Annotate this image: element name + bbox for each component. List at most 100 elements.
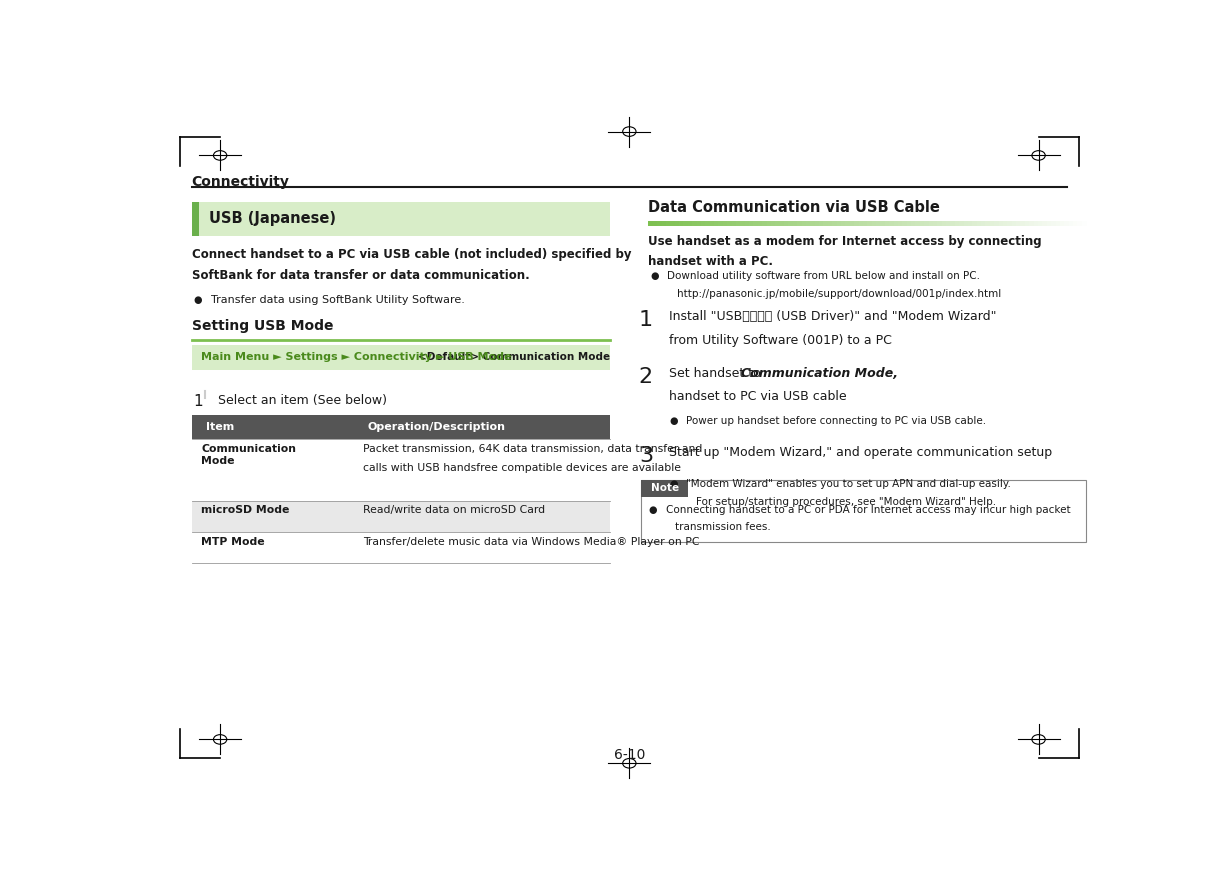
FancyBboxPatch shape: [1020, 221, 1025, 227]
FancyBboxPatch shape: [959, 221, 964, 227]
FancyBboxPatch shape: [788, 221, 793, 227]
FancyBboxPatch shape: [727, 221, 733, 227]
FancyBboxPatch shape: [946, 221, 952, 227]
FancyBboxPatch shape: [793, 221, 798, 227]
FancyBboxPatch shape: [964, 221, 969, 227]
FancyBboxPatch shape: [1051, 221, 1056, 227]
Text: http://panasonic.jp/mobile/support/download/001p/index.html: http://panasonic.jp/mobile/support/downl…: [677, 289, 1001, 299]
FancyBboxPatch shape: [933, 221, 938, 227]
FancyBboxPatch shape: [841, 221, 846, 227]
FancyBboxPatch shape: [828, 221, 834, 227]
FancyBboxPatch shape: [736, 221, 742, 227]
FancyBboxPatch shape: [876, 221, 882, 227]
FancyBboxPatch shape: [192, 202, 610, 236]
FancyBboxPatch shape: [942, 221, 947, 227]
FancyBboxPatch shape: [766, 221, 772, 227]
Text: Set handset to: Set handset to: [669, 367, 765, 380]
FancyBboxPatch shape: [641, 480, 1087, 541]
Text: Communication Mode,: Communication Mode,: [740, 367, 898, 380]
FancyBboxPatch shape: [1025, 221, 1030, 227]
Text: For setup/starting procedures, see "Modem Wizard" Help.: For setup/starting procedures, see "Mode…: [696, 497, 996, 507]
FancyBboxPatch shape: [833, 221, 837, 227]
Text: 6-10: 6-10: [614, 748, 645, 762]
FancyBboxPatch shape: [785, 221, 790, 227]
FancyBboxPatch shape: [806, 221, 812, 227]
FancyBboxPatch shape: [1034, 221, 1039, 227]
Text: Communication
Mode: Communication Mode: [201, 444, 296, 466]
FancyBboxPatch shape: [898, 221, 904, 227]
Text: ●: ●: [669, 478, 678, 489]
FancyBboxPatch shape: [740, 221, 745, 227]
Text: Download utility software from URL below and install on PC.: Download utility software from URL below…: [668, 271, 980, 282]
FancyBboxPatch shape: [701, 221, 706, 227]
Text: MTP Mode: MTP Mode: [201, 537, 265, 547]
FancyBboxPatch shape: [968, 221, 974, 227]
FancyBboxPatch shape: [836, 221, 842, 227]
FancyBboxPatch shape: [858, 221, 863, 227]
FancyBboxPatch shape: [920, 221, 925, 227]
FancyBboxPatch shape: [1077, 221, 1083, 227]
FancyBboxPatch shape: [824, 221, 829, 227]
Text: handset to PC via USB cable: handset to PC via USB cable: [669, 390, 847, 403]
FancyBboxPatch shape: [995, 221, 1000, 227]
FancyBboxPatch shape: [880, 221, 885, 227]
FancyBboxPatch shape: [867, 221, 873, 227]
Text: 2: 2: [639, 367, 653, 387]
FancyBboxPatch shape: [819, 221, 824, 227]
FancyBboxPatch shape: [906, 221, 912, 227]
FancyBboxPatch shape: [998, 221, 1005, 227]
FancyBboxPatch shape: [670, 221, 675, 227]
FancyBboxPatch shape: [732, 221, 737, 227]
Text: Connectivity: Connectivity: [192, 175, 290, 189]
Text: Install "USBドライバ (USB Driver)" and "Modem Wizard": Install "USBドライバ (USB Driver)" and "Mode…: [669, 309, 997, 323]
FancyBboxPatch shape: [1073, 221, 1078, 227]
FancyBboxPatch shape: [763, 221, 768, 227]
FancyBboxPatch shape: [657, 221, 662, 227]
FancyBboxPatch shape: [1007, 221, 1013, 227]
Text: Select an item (See below): Select an item (See below): [219, 394, 387, 408]
Text: Use handset as a modem for Internet access by connecting: Use handset as a modem for Internet acce…: [648, 235, 1043, 247]
Text: USB (Japanese): USB (Japanese): [209, 212, 335, 227]
FancyBboxPatch shape: [1056, 221, 1061, 227]
FancyBboxPatch shape: [894, 221, 899, 227]
FancyBboxPatch shape: [1043, 221, 1047, 227]
Text: ●: ●: [669, 416, 678, 426]
Text: 3: 3: [639, 446, 653, 466]
FancyBboxPatch shape: [1082, 221, 1087, 227]
FancyBboxPatch shape: [950, 221, 955, 227]
FancyBboxPatch shape: [928, 221, 935, 227]
Text: Transfer data using SoftBank Utility Software.: Transfer data using SoftBank Utility Sof…: [211, 295, 464, 305]
Text: Data Communication via USB Cable: Data Communication via USB Cable: [648, 200, 941, 215]
Text: 1: 1: [639, 309, 653, 330]
FancyBboxPatch shape: [1060, 221, 1065, 227]
FancyBboxPatch shape: [855, 221, 860, 227]
Text: from Utility Software (001P) to a PC: from Utility Software (001P) to a PC: [669, 334, 893, 347]
FancyBboxPatch shape: [192, 501, 610, 532]
FancyBboxPatch shape: [937, 221, 943, 227]
FancyBboxPatch shape: [990, 221, 995, 227]
FancyBboxPatch shape: [192, 346, 610, 369]
Text: handset with a PC.: handset with a PC.: [648, 255, 774, 268]
FancyBboxPatch shape: [688, 221, 693, 227]
FancyBboxPatch shape: [903, 221, 907, 227]
FancyBboxPatch shape: [744, 221, 750, 227]
Text: ●: ●: [651, 271, 658, 282]
FancyBboxPatch shape: [850, 221, 855, 227]
FancyBboxPatch shape: [1068, 221, 1074, 227]
Text: ●: ●: [194, 295, 201, 305]
Text: SoftBank for data transfer or data communication.: SoftBank for data transfer or data commu…: [192, 269, 529, 283]
FancyBboxPatch shape: [641, 480, 689, 496]
Text: ●: ●: [648, 505, 657, 515]
Text: Item: Item: [206, 422, 235, 432]
FancyBboxPatch shape: [679, 221, 684, 227]
FancyBboxPatch shape: [775, 221, 781, 227]
FancyBboxPatch shape: [674, 221, 680, 227]
FancyBboxPatch shape: [771, 221, 776, 227]
FancyBboxPatch shape: [802, 221, 807, 227]
FancyBboxPatch shape: [684, 221, 689, 227]
FancyBboxPatch shape: [710, 221, 715, 227]
FancyBboxPatch shape: [754, 221, 759, 227]
FancyBboxPatch shape: [911, 221, 916, 227]
FancyBboxPatch shape: [705, 221, 711, 227]
FancyBboxPatch shape: [1012, 221, 1017, 227]
